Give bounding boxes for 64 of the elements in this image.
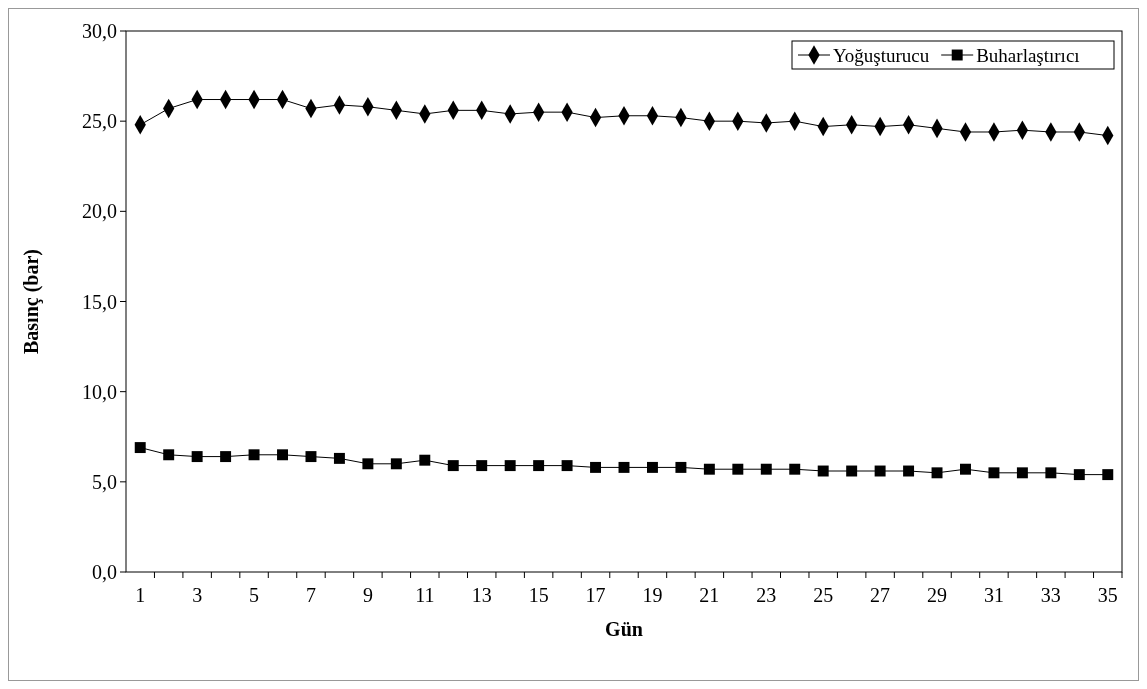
x-tick-label: 7 [305, 584, 316, 606]
point [191, 451, 203, 463]
x-tick-label: 13 [471, 584, 492, 606]
y-tick-label: 15,0 [82, 290, 117, 313]
point [163, 449, 175, 461]
point [134, 442, 146, 454]
point [305, 451, 317, 463]
y-tick-label: 30,0 [82, 20, 117, 42]
point [590, 461, 602, 473]
point [931, 467, 943, 479]
y-tick-label: 0,0 [92, 561, 117, 583]
x-tick-label: 3 [192, 584, 203, 606]
point [903, 465, 915, 477]
point [362, 458, 374, 470]
x-tick-label: 19 [642, 584, 663, 606]
point [248, 449, 260, 461]
point [419, 454, 431, 466]
x-tick-label: 11 [415, 584, 435, 606]
point [447, 460, 459, 472]
x-tick-label: 27 [870, 584, 891, 606]
point [618, 461, 630, 473]
y-tick-label: 20,0 [82, 200, 117, 223]
point [277, 449, 288, 461]
y-tick-label: 25,0 [82, 110, 117, 133]
x-tick-label: 31 [983, 584, 1004, 606]
x-tick-label: 21 [699, 584, 720, 606]
x-tick-label: 1 [135, 584, 146, 606]
point [1016, 467, 1028, 479]
point [1045, 467, 1057, 479]
point [675, 461, 687, 473]
x-tick-label: 15 [528, 584, 549, 606]
x-tick-label: 33 [1040, 584, 1061, 606]
point [988, 467, 1000, 479]
x-tick-label: 17 [585, 584, 606, 606]
x-tick-label: 23 [756, 584, 777, 606]
point [846, 465, 858, 477]
legend-label: Buharlaştırıcı [976, 44, 1080, 66]
point [504, 460, 516, 472]
legend-label: Yoğuşturucu [833, 44, 930, 66]
point [220, 451, 232, 463]
point [533, 460, 545, 472]
x-tick-label: 9 [362, 584, 373, 606]
point [561, 460, 573, 472]
y-tick-label: 5,0 [92, 470, 117, 493]
x-tick-label: 29 [927, 584, 948, 606]
point [476, 460, 488, 472]
point [646, 461, 658, 473]
x-axis-title: Gün [605, 618, 643, 640]
y-tick-label: 10,0 [82, 380, 117, 403]
x-tick-label: 5 [249, 584, 260, 606]
point [960, 463, 971, 475]
point [1073, 469, 1085, 481]
y-axis-title: Basınç (bar) [20, 249, 43, 354]
point [333, 452, 345, 464]
point [874, 465, 886, 477]
point [703, 463, 715, 475]
point [760, 463, 772, 475]
point [1102, 469, 1114, 481]
x-tick-label: 25 [813, 584, 834, 606]
x-tick-label: 35 [1097, 584, 1118, 606]
point [789, 463, 801, 475]
point [817, 465, 829, 477]
point [732, 463, 744, 475]
point [390, 458, 402, 470]
